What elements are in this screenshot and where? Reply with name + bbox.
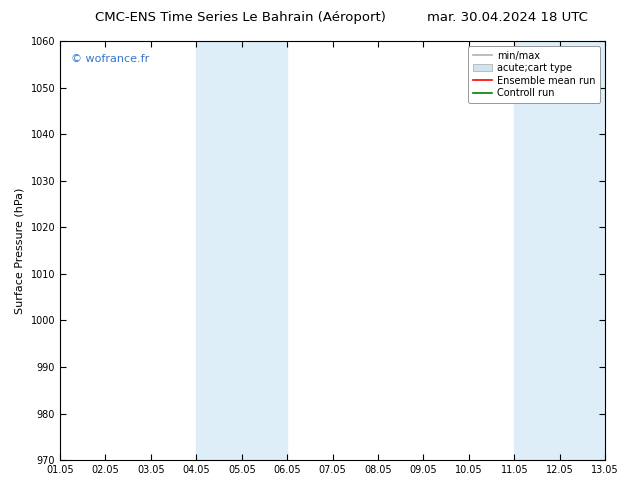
Legend: min/max, acute;cart type, Ensemble mean run, Controll run: min/max, acute;cart type, Ensemble mean … <box>468 46 600 103</box>
Text: © wofrance.fr: © wofrance.fr <box>71 53 149 64</box>
Bar <box>197 41 287 460</box>
Y-axis label: Surface Pressure (hPa): Surface Pressure (hPa) <box>15 187 25 314</box>
Text: mar. 30.04.2024 18 UTC: mar. 30.04.2024 18 UTC <box>427 11 588 24</box>
Text: CMC-ENS Time Series Le Bahrain (Aéroport): CMC-ENS Time Series Le Bahrain (Aéroport… <box>96 11 386 24</box>
Bar <box>514 41 605 460</box>
